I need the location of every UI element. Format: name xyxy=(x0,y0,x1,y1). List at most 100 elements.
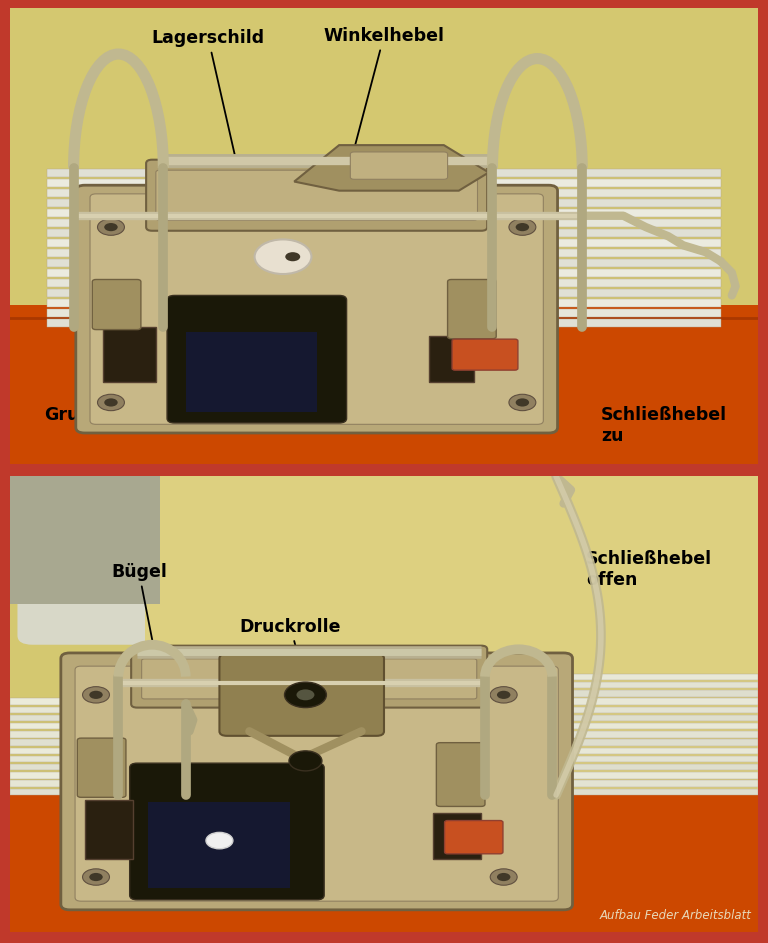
Text: Grundplatte: Grundplatte xyxy=(44,405,162,423)
FancyBboxPatch shape xyxy=(48,129,720,137)
FancyBboxPatch shape xyxy=(48,139,720,147)
FancyBboxPatch shape xyxy=(10,476,160,604)
Circle shape xyxy=(285,252,300,261)
FancyBboxPatch shape xyxy=(48,239,720,247)
FancyBboxPatch shape xyxy=(186,332,316,411)
FancyBboxPatch shape xyxy=(548,739,758,746)
Circle shape xyxy=(515,398,529,406)
FancyBboxPatch shape xyxy=(48,199,720,207)
FancyBboxPatch shape xyxy=(548,723,758,730)
Text: Schließhebel
offen: Schließhebel offen xyxy=(586,550,712,589)
FancyBboxPatch shape xyxy=(48,259,720,267)
FancyBboxPatch shape xyxy=(167,295,346,423)
FancyBboxPatch shape xyxy=(548,781,758,786)
FancyBboxPatch shape xyxy=(90,194,543,424)
FancyBboxPatch shape xyxy=(220,653,384,736)
FancyBboxPatch shape xyxy=(48,209,720,217)
FancyBboxPatch shape xyxy=(548,706,758,713)
FancyBboxPatch shape xyxy=(48,219,720,227)
Text: Blattfeder: Blattfeder xyxy=(227,846,329,908)
Circle shape xyxy=(206,833,233,849)
Circle shape xyxy=(104,223,118,231)
FancyBboxPatch shape xyxy=(10,731,174,737)
Circle shape xyxy=(296,689,314,701)
FancyBboxPatch shape xyxy=(548,788,758,795)
FancyBboxPatch shape xyxy=(548,674,758,680)
FancyBboxPatch shape xyxy=(350,152,448,179)
FancyBboxPatch shape xyxy=(10,8,758,168)
Polygon shape xyxy=(294,145,488,190)
FancyBboxPatch shape xyxy=(61,653,572,910)
FancyBboxPatch shape xyxy=(48,179,720,187)
Text: Schließhebel
zu: Schließhebel zu xyxy=(601,405,727,445)
Text: Druckrolle: Druckrolle xyxy=(240,618,341,695)
Circle shape xyxy=(490,687,517,703)
Circle shape xyxy=(509,219,536,236)
FancyBboxPatch shape xyxy=(144,476,758,795)
FancyBboxPatch shape xyxy=(76,185,558,433)
Text: Bügel: Bügel xyxy=(111,563,167,653)
FancyBboxPatch shape xyxy=(10,748,174,754)
FancyBboxPatch shape xyxy=(75,666,558,902)
Circle shape xyxy=(254,240,312,274)
FancyBboxPatch shape xyxy=(10,764,174,770)
FancyBboxPatch shape xyxy=(432,813,482,859)
FancyBboxPatch shape xyxy=(548,756,758,762)
Text: Aufbau Feder Arbeitsblatt: Aufbau Feder Arbeitsblatt xyxy=(599,909,751,922)
FancyBboxPatch shape xyxy=(18,481,257,645)
Circle shape xyxy=(515,223,529,231)
FancyBboxPatch shape xyxy=(448,279,496,339)
FancyBboxPatch shape xyxy=(131,646,487,707)
FancyBboxPatch shape xyxy=(146,159,487,231)
FancyBboxPatch shape xyxy=(548,772,758,779)
FancyBboxPatch shape xyxy=(548,690,758,697)
Text: Winkelhebel: Winkelhebel xyxy=(323,26,445,158)
FancyBboxPatch shape xyxy=(10,715,174,721)
FancyBboxPatch shape xyxy=(48,290,720,297)
FancyBboxPatch shape xyxy=(141,659,477,699)
Text: Lagerschild: Lagerschild xyxy=(151,29,265,181)
FancyBboxPatch shape xyxy=(130,763,324,900)
Circle shape xyxy=(98,394,124,410)
FancyBboxPatch shape xyxy=(548,731,758,737)
FancyBboxPatch shape xyxy=(10,305,758,464)
FancyBboxPatch shape xyxy=(10,476,758,804)
FancyBboxPatch shape xyxy=(78,738,126,798)
FancyBboxPatch shape xyxy=(10,772,174,779)
FancyBboxPatch shape xyxy=(429,337,474,382)
FancyBboxPatch shape xyxy=(10,795,758,932)
FancyBboxPatch shape xyxy=(445,820,503,853)
FancyBboxPatch shape xyxy=(10,788,174,795)
FancyBboxPatch shape xyxy=(48,229,720,237)
FancyBboxPatch shape xyxy=(48,299,720,307)
FancyBboxPatch shape xyxy=(92,279,141,330)
FancyBboxPatch shape xyxy=(10,739,174,746)
Circle shape xyxy=(98,219,124,236)
FancyBboxPatch shape xyxy=(48,309,720,317)
FancyBboxPatch shape xyxy=(48,189,720,197)
FancyBboxPatch shape xyxy=(10,699,174,704)
Circle shape xyxy=(289,751,322,771)
FancyBboxPatch shape xyxy=(452,339,518,371)
FancyBboxPatch shape xyxy=(48,269,720,277)
FancyBboxPatch shape xyxy=(548,764,758,770)
FancyBboxPatch shape xyxy=(148,802,290,888)
FancyBboxPatch shape xyxy=(48,169,720,177)
Circle shape xyxy=(490,869,517,885)
Circle shape xyxy=(89,873,103,881)
FancyBboxPatch shape xyxy=(48,149,720,157)
FancyBboxPatch shape xyxy=(156,170,478,221)
FancyBboxPatch shape xyxy=(548,715,758,721)
FancyBboxPatch shape xyxy=(10,756,174,762)
FancyBboxPatch shape xyxy=(10,781,174,786)
Circle shape xyxy=(89,690,103,699)
Circle shape xyxy=(82,687,110,703)
FancyBboxPatch shape xyxy=(84,800,134,859)
Circle shape xyxy=(104,398,118,406)
FancyBboxPatch shape xyxy=(48,249,720,257)
FancyBboxPatch shape xyxy=(548,699,758,704)
FancyBboxPatch shape xyxy=(104,327,156,382)
Circle shape xyxy=(497,873,511,881)
FancyBboxPatch shape xyxy=(436,743,485,806)
FancyBboxPatch shape xyxy=(548,748,758,754)
